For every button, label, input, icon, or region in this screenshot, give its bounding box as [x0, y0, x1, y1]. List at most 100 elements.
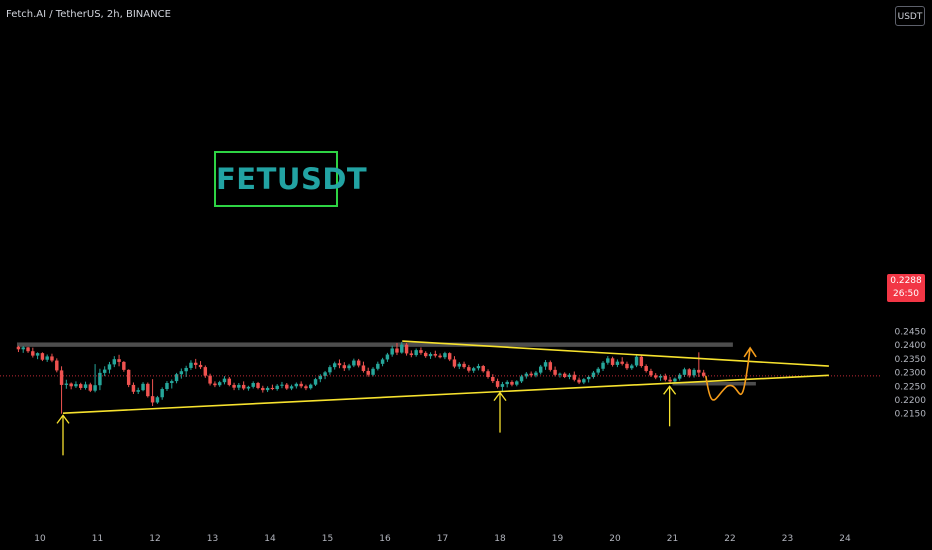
candle-up [35, 353, 40, 356]
candle-up [519, 376, 524, 382]
candle-up [390, 348, 394, 355]
candle-up [385, 354, 390, 360]
candle-up [323, 372, 327, 376]
candle-down [701, 372, 706, 376]
y-tick-label: 0.2350 [895, 355, 927, 365]
symbol-title: Fetch.AI / TetherUS, 2h, BINANCE [6, 9, 171, 20]
candle-up [313, 379, 318, 385]
candle-down [447, 353, 452, 360]
y-tick-label: 0.2300 [895, 369, 927, 379]
candle-up [471, 368, 476, 371]
candle-up [524, 373, 529, 377]
candle-down [241, 384, 246, 389]
candle-down [208, 375, 212, 384]
candle-down [193, 362, 198, 365]
candle-down [572, 374, 577, 380]
candle-up [352, 360, 356, 366]
candle-down [620, 361, 624, 364]
candle-down [146, 383, 150, 397]
candle-down [122, 361, 126, 370]
candle-up [93, 385, 97, 391]
candle-down [50, 356, 54, 361]
y-tick-label: 0.2250 [895, 382, 927, 392]
candle-up [83, 384, 88, 388]
candle-up [505, 381, 509, 385]
fetusdt-label: FETUSDT [214, 151, 367, 207]
candle-down [639, 356, 644, 367]
candle-down [69, 383, 73, 387]
candle-up [328, 367, 332, 373]
candle-down [342, 365, 347, 369]
candle-up [102, 369, 107, 373]
candle-down [510, 381, 514, 385]
candle-down [625, 363, 629, 369]
candle-up [347, 365, 351, 369]
candle-up [658, 375, 663, 378]
x-tick-label: 12 [149, 534, 160, 544]
y-tick-label: 0.2400 [895, 341, 927, 351]
resistance-zone [17, 342, 733, 347]
candle-down [337, 363, 342, 366]
candle-up [265, 387, 270, 391]
candle-up [582, 379, 586, 383]
candle-down [644, 366, 648, 371]
candle-down [467, 367, 471, 371]
candle-up [21, 347, 25, 350]
candle-up [112, 359, 117, 365]
candle-down [16, 346, 21, 350]
candle-down [409, 353, 414, 356]
candle-up [634, 356, 639, 366]
candle-down [78, 384, 83, 388]
candle-up [189, 362, 193, 368]
candle-down [59, 370, 64, 385]
candle-up [318, 375, 323, 380]
candle-up [280, 384, 284, 386]
up-arrow-icon [493, 391, 507, 401]
candle-down [486, 371, 490, 377]
candle-up [534, 372, 538, 376]
candle-up [160, 389, 164, 398]
candle-up [500, 384, 505, 387]
candle-down [649, 370, 653, 376]
candle-up [107, 364, 112, 370]
y-tick-label: 0.2450 [895, 328, 927, 338]
currency-button[interactable]: USDT [895, 6, 925, 26]
candle-down [126, 369, 131, 385]
descending-trendline [402, 340, 829, 367]
candle-countdown: 26:50 [893, 289, 919, 299]
candle-down [653, 375, 658, 378]
candle-up [246, 386, 251, 389]
candle-up [476, 366, 481, 369]
candle-down [553, 369, 557, 375]
up-arrow-icon [56, 414, 70, 424]
candle-up [677, 374, 682, 379]
candle-down [610, 358, 615, 365]
candle-down [31, 351, 35, 356]
projection-arrowhead [743, 346, 757, 358]
candle-down [304, 386, 308, 389]
candle-up [428, 353, 433, 357]
support-zone [672, 381, 756, 386]
current-price-value: 0.2288 [890, 276, 922, 286]
candle-down [256, 383, 260, 388]
candle-up [155, 397, 160, 403]
candle-up [74, 384, 78, 387]
candle-up [558, 373, 562, 375]
candle-up [380, 359, 385, 364]
candle-down [438, 355, 442, 358]
candle-up [179, 371, 184, 375]
candle-down [261, 387, 265, 391]
y-tick-label: 0.2200 [895, 396, 927, 406]
candle-down [356, 360, 361, 366]
candle-down [131, 384, 136, 392]
candle-down [495, 381, 500, 387]
candle-down [198, 364, 203, 368]
candle-up [538, 366, 543, 373]
candle-up [237, 384, 241, 388]
candle-down [423, 352, 428, 357]
candle-up [567, 374, 572, 377]
candle-up [371, 368, 375, 375]
candle-down [361, 365, 366, 371]
projected-path [705, 347, 751, 401]
